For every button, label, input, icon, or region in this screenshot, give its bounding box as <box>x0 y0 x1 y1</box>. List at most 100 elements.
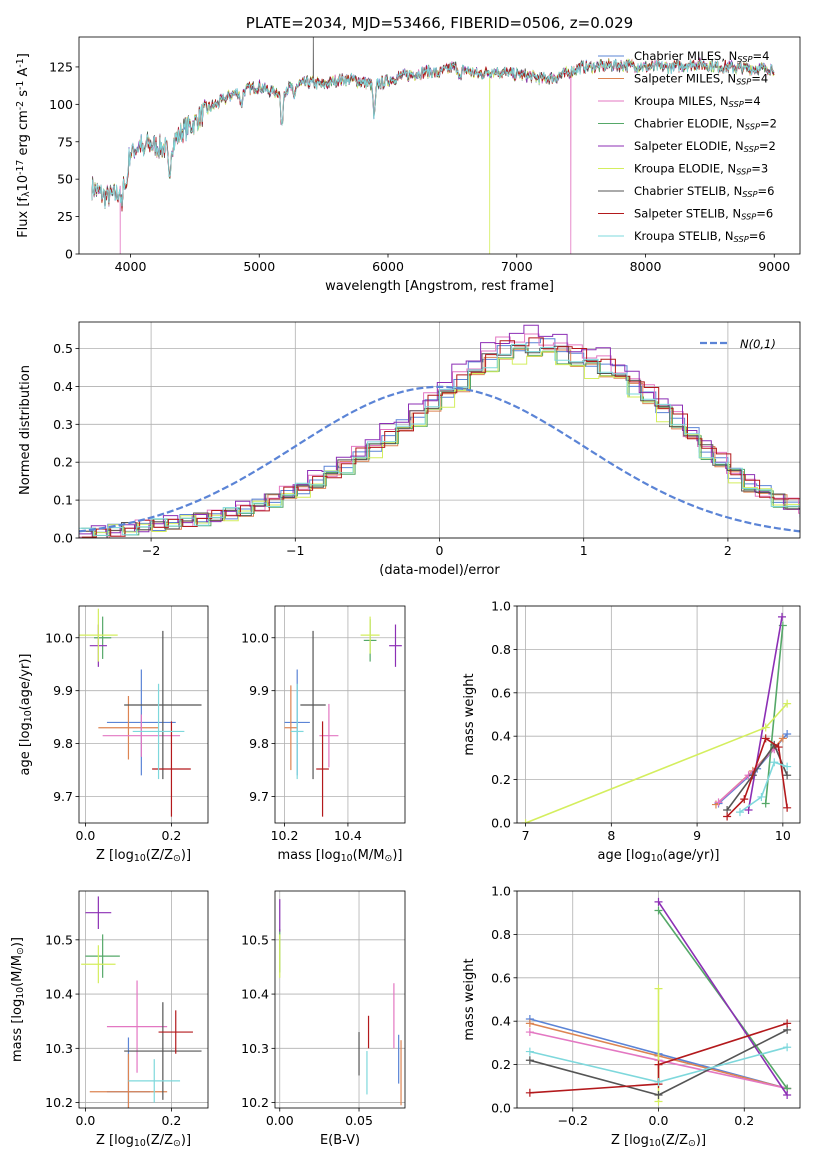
age_vs_mass-xlabel: mass [log10(M/M⊙)] <box>278 848 403 864</box>
x-tick-label: 7000 <box>501 259 533 274</box>
y-tick-label: 0.1 <box>53 493 73 508</box>
x-tick-label: 10 <box>775 828 791 843</box>
errorbar-point <box>284 685 298 771</box>
mass-weight-marker <box>654 906 663 915</box>
y-tick-label: 0.8 <box>491 642 511 657</box>
mass-weight-marker <box>783 1043 792 1052</box>
mass-weight-marker <box>714 798 723 807</box>
mass-weight-marker <box>783 699 792 708</box>
errorbar-point <box>79 608 118 662</box>
errorbar-point <box>81 945 116 984</box>
mass_vs_EBV-axes: 0.00 0.05 10.2 10.3 10.4 10.5 <box>241 890 406 1128</box>
x-tick-label: 7 <box>522 828 530 843</box>
mass_weight_vs_Z-axes: −0.2 0.0 0.2 0.0 0.2 0.4 0.6 0.8 1.0 <box>491 884 801 1128</box>
y-tick-label: 0.0 <box>491 816 511 831</box>
y-tick-label: 10.5 <box>45 932 73 947</box>
legend-entry: Salpeter MILES, NSSP=4 <box>634 72 768 87</box>
mass-weight-marker <box>744 805 753 814</box>
mass-weight-line <box>764 625 784 804</box>
mass-weight-marker <box>654 897 663 906</box>
spectrum-series-line <box>91 58 775 254</box>
y-tick-label: 10.5 <box>241 932 269 947</box>
mass-weight-marker <box>654 1090 663 1099</box>
mass_weight_vs_age-plot-area <box>521 612 792 823</box>
x-tick-label: −0.2 <box>558 1113 588 1128</box>
mass_vs_EBV-plot-area <box>279 899 402 1106</box>
y-tick-label: 75 <box>57 134 73 149</box>
errorbar-point <box>158 1010 193 1054</box>
age_vs_Z-ylabel: age [log10(age/yr)] <box>18 654 34 776</box>
mass-weight-line <box>739 761 788 813</box>
y-tick-label: 0.4 <box>491 1014 511 1029</box>
x-tick-label: 5000 <box>243 259 275 274</box>
spectrum-title: PLATE=2034, MJD=53466, FIBERID=0506, z=0… <box>246 14 633 32</box>
x-tick-label: 0.0 <box>649 1113 669 1128</box>
mass-weight-marker <box>723 812 732 821</box>
errorbar-point <box>98 695 159 760</box>
mass-weight-marker <box>783 803 792 812</box>
errorbar-point <box>300 630 326 780</box>
errorbar-point <box>85 896 112 929</box>
x-tick-label: 1 <box>580 543 588 558</box>
x-tick-label: 0.2 <box>162 1113 182 1128</box>
mass_vs_Z-axes: 0.0 0.2 10.2 10.3 10.4 10.5 <box>45 890 209 1128</box>
y-tick-label: 9.9 <box>53 683 73 698</box>
legend-entry: N(0,1) <box>740 337 776 351</box>
y-tick-label: 0.0 <box>53 531 73 546</box>
mass-weight-line <box>657 901 788 1096</box>
x-tick-label: 10.2 <box>271 828 299 843</box>
mass_weight_vs_Z-plot-area <box>525 897 792 1106</box>
mass-weight-marker <box>740 795 749 804</box>
x-tick-label: 2 <box>724 543 732 558</box>
mass-weight-marker <box>735 808 744 817</box>
mass_vs_EBV-xlabel: E(B-V) <box>320 1133 360 1148</box>
mass-weight-marker <box>777 612 786 621</box>
y-tick-label: 0.6 <box>491 685 511 700</box>
errorbar-point <box>316 721 329 817</box>
x-tick-label: 10.4 <box>334 828 362 843</box>
residual-histogram-step <box>79 333 800 538</box>
residual-histogram-step <box>81 347 800 536</box>
y-tick-label: 10.3 <box>45 1041 73 1056</box>
spectrum-series-line <box>91 59 775 209</box>
residuals-xlabel: (data-model)/error <box>379 563 500 578</box>
y-tick-label: 0.2 <box>53 455 73 470</box>
y-tick-label: 1.0 <box>491 599 511 614</box>
mass-weight-marker <box>654 1060 663 1069</box>
y-tick-label: 10.2 <box>45 1095 73 1110</box>
errorbar-point <box>124 630 202 780</box>
legend-entry: Kroupa ELODIE, NSSP=3 <box>634 162 768 177</box>
errorbar-point <box>132 683 185 780</box>
errorbar-point <box>94 616 112 659</box>
legend-entry: Salpeter STELIB, NSSP=6 <box>634 207 773 222</box>
normal-curve <box>79 385 800 533</box>
legend-entry: Kroupa STELIB, NSSP=6 <box>634 229 766 244</box>
mass-weight-marker <box>774 743 783 752</box>
y-tick-label: 0.3 <box>53 417 73 432</box>
mass-weight-line <box>525 703 788 823</box>
mass-weight-marker <box>770 758 779 767</box>
residual-histogram-step <box>80 348 800 538</box>
y-tick-label: 10.4 <box>45 987 73 1002</box>
mass-weight-marker <box>757 792 766 801</box>
mass_vs_Z-xlabel: Z [log10(Z/Z⊙)] <box>96 1133 191 1149</box>
mass-weight-marker <box>783 762 792 771</box>
legend-entry: Kroupa MILES, NSSP=4 <box>634 94 761 109</box>
x-tick-label: 0.00 <box>266 1113 294 1128</box>
y-tick-label: 25 <box>57 209 73 224</box>
legend-entry: Chabrier ELODIE, NSSP=2 <box>634 117 777 132</box>
age_vs_Z-xlabel: Z [log10(Z/Z⊙)] <box>96 848 191 864</box>
mass-weight-line <box>747 616 783 811</box>
y-tick-label: 9.7 <box>53 789 73 804</box>
x-tick-label: −1 <box>286 543 304 558</box>
mass_weight_vs_age-frame <box>516 605 801 824</box>
y-tick-label: 0.5 <box>53 341 73 356</box>
y-tick-label: 10.4 <box>241 987 269 1002</box>
y-tick-label: 9.9 <box>249 683 269 698</box>
y-tick-label: 125 <box>49 59 73 74</box>
mass-weight-marker <box>654 1077 663 1086</box>
mass_weight_vs_age-ylabel: mass weight <box>462 673 477 755</box>
y-tick-label: 0.2 <box>491 772 511 787</box>
errorbar-point <box>128 1059 181 1103</box>
